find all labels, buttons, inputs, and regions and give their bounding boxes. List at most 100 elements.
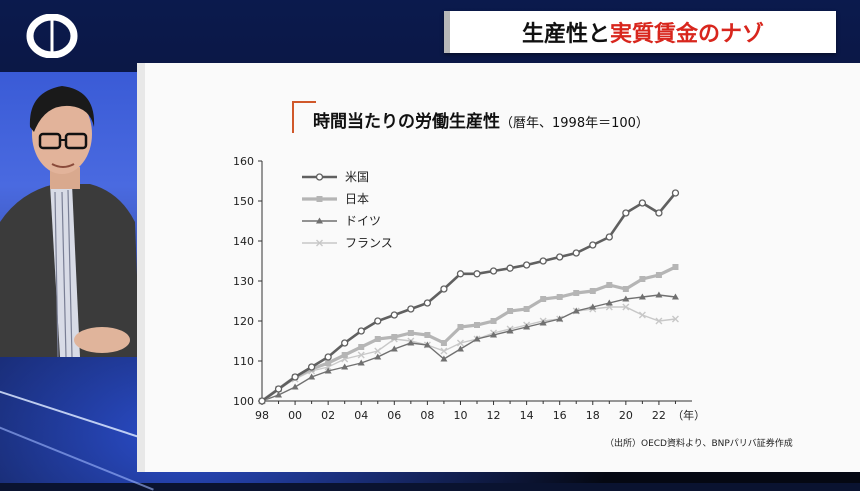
data-point bbox=[490, 318, 497, 324]
data-point bbox=[638, 293, 646, 300]
chart-title: 時間当たりの労働生産性（暦年、1998年＝100） bbox=[313, 107, 649, 132]
data-point bbox=[522, 261, 531, 269]
data-point bbox=[324, 353, 332, 361]
title-bracket-decoration bbox=[292, 101, 316, 133]
channel-logo bbox=[24, 14, 80, 58]
series-cross bbox=[258, 303, 679, 405]
data-point bbox=[407, 330, 414, 336]
data-point bbox=[671, 293, 679, 300]
data-point bbox=[589, 241, 597, 249]
data-point bbox=[440, 355, 448, 362]
segment-title-part1: 生産性と bbox=[521, 22, 610, 47]
data-point bbox=[357, 351, 365, 359]
data-point bbox=[440, 340, 447, 346]
x-tick-label: 14 bbox=[520, 409, 534, 422]
series-triangle bbox=[258, 291, 679, 404]
data-point bbox=[473, 270, 481, 278]
data-point bbox=[474, 322, 480, 328]
data-point bbox=[622, 209, 630, 217]
data-point bbox=[325, 360, 332, 366]
x-tick-label: 22 bbox=[652, 409, 666, 422]
x-tick-label: 08 bbox=[420, 409, 434, 422]
data-point bbox=[456, 270, 465, 278]
data-point bbox=[572, 307, 580, 314]
data-point bbox=[539, 257, 547, 265]
data-point bbox=[374, 336, 381, 342]
data-point bbox=[357, 327, 365, 335]
data-point bbox=[507, 308, 514, 314]
x-tick-label: 20 bbox=[619, 409, 633, 422]
source-note: （出所）OECD資料より、BNPパリバ証券作成 bbox=[605, 439, 793, 449]
chart-subtitle: （暦年、1998年＝100） bbox=[500, 116, 649, 131]
data-point bbox=[671, 315, 679, 323]
y-tick-label: 150 bbox=[233, 195, 254, 208]
data-point bbox=[423, 341, 431, 348]
data-point bbox=[540, 296, 547, 302]
data-point bbox=[556, 315, 564, 322]
presentation-slide: 時間当たりの労働生産性（暦年、1998年＝100） 100 110 120 130 14… bbox=[137, 63, 860, 472]
data-point bbox=[523, 306, 530, 312]
data-point bbox=[622, 286, 629, 292]
chart-axes: 100 110 120 130 140 150 160 98 00 02 04 06 08 10 12 14 1… bbox=[233, 155, 705, 422]
segment-title-banner: 生産性と 実質賃金のナゾ bbox=[444, 11, 836, 53]
legend-swatch-marker bbox=[315, 173, 324, 181]
data-point bbox=[407, 339, 415, 346]
y-tick-label: 140 bbox=[233, 235, 254, 248]
series-line bbox=[261, 192, 677, 403]
y-tick-label: 110 bbox=[233, 355, 254, 368]
data-point bbox=[622, 295, 630, 302]
series-square bbox=[259, 264, 679, 404]
data-point bbox=[307, 363, 316, 371]
x-tick-label: 10 bbox=[453, 409, 467, 422]
data-point bbox=[440, 347, 448, 355]
data-point bbox=[672, 264, 679, 270]
data-point bbox=[639, 276, 646, 282]
data-point bbox=[589, 288, 596, 294]
data-point bbox=[374, 317, 382, 325]
x-tick-label: 12 bbox=[487, 409, 501, 422]
x-tick-label: 00 bbox=[288, 409, 302, 422]
series-circle bbox=[258, 189, 680, 405]
legend-label: フランス bbox=[345, 236, 393, 250]
data-point bbox=[638, 199, 647, 207]
data-point bbox=[374, 353, 382, 360]
data-point bbox=[357, 359, 365, 366]
data-point bbox=[358, 344, 365, 350]
data-point bbox=[655, 291, 663, 298]
data-point bbox=[308, 373, 316, 380]
series-line bbox=[261, 306, 676, 402]
data-point bbox=[671, 189, 680, 197]
data-point bbox=[506, 327, 514, 334]
data-point bbox=[423, 299, 432, 307]
data-point bbox=[589, 303, 597, 310]
data-point bbox=[341, 339, 349, 347]
data-point bbox=[291, 383, 299, 390]
series-line bbox=[261, 265, 677, 403]
data-point bbox=[523, 323, 531, 330]
legend-label: 日本 bbox=[345, 192, 369, 206]
y-tick-label: 100 bbox=[233, 395, 254, 408]
legend-swatch-marker bbox=[316, 217, 323, 224]
data-point bbox=[556, 253, 564, 261]
slide-edge bbox=[137, 63, 145, 472]
data-point bbox=[275, 391, 283, 398]
data-point bbox=[456, 345, 464, 352]
data-point bbox=[655, 272, 662, 278]
data-point bbox=[622, 303, 630, 311]
data-point bbox=[457, 324, 464, 330]
chart-series-layer bbox=[258, 189, 680, 405]
chart-title-text: 時間当たりの労働生産性 bbox=[313, 112, 500, 132]
data-point bbox=[606, 282, 613, 288]
x-tick-label: 98 bbox=[255, 409, 269, 422]
data-point bbox=[324, 367, 332, 374]
data-point bbox=[539, 319, 547, 326]
data-point bbox=[489, 267, 498, 275]
data-point bbox=[655, 209, 663, 217]
data-point bbox=[506, 264, 514, 272]
legend-swatch-marker bbox=[316, 196, 323, 202]
segment-title-highlight: 実質賃金のナゾ bbox=[610, 22, 765, 47]
data-point bbox=[291, 373, 299, 381]
y-tick-label: 160 bbox=[233, 155, 254, 168]
data-point bbox=[424, 332, 431, 338]
data-point bbox=[572, 249, 580, 257]
